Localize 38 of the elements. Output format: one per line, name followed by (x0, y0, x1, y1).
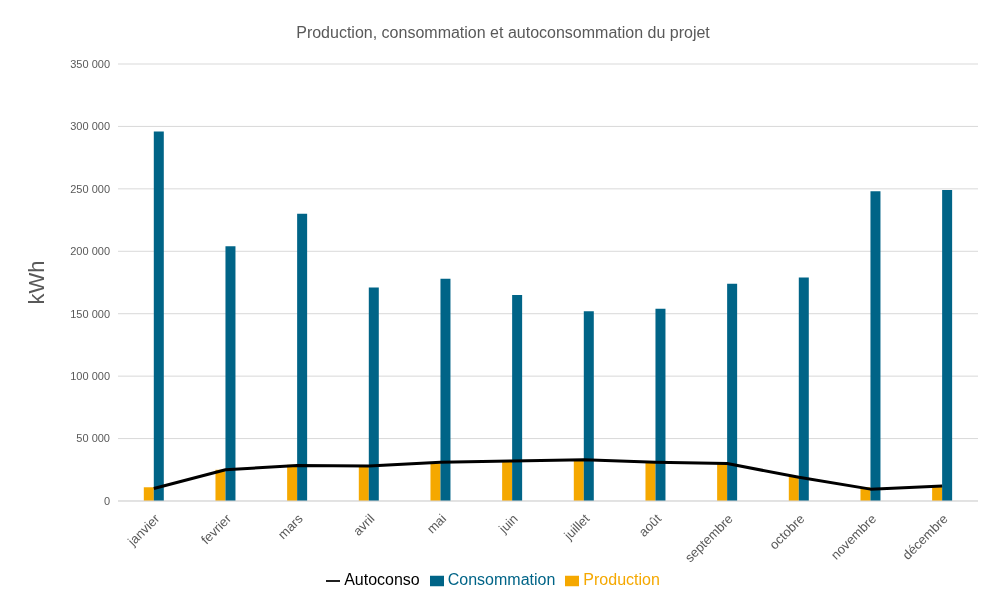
bar (583, 311, 594, 501)
bar (727, 283, 738, 501)
bar (645, 462, 656, 501)
x-tick-label: août (635, 510, 665, 540)
x-tick-label: juin (495, 511, 521, 537)
y-tick-label: 100 000 (70, 370, 110, 383)
y-tick-label: 200 000 (70, 245, 110, 258)
y-tick-label: 0 (103, 494, 110, 507)
legend-label: Autoconso (344, 571, 420, 588)
y-tick-label: 250 000 (70, 182, 110, 195)
bar (287, 464, 298, 501)
y-tick-label: 150 000 (70, 307, 110, 320)
bar (297, 213, 308, 501)
bar (655, 308, 666, 501)
bar (153, 131, 164, 501)
y-axis-title: kWh (23, 260, 49, 305)
bar (430, 463, 441, 501)
bar (368, 287, 379, 501)
bar (440, 278, 451, 501)
legend-label: Production (583, 571, 660, 588)
bar (502, 461, 513, 501)
chart-title: Production, consommation et autoconsommation du projet (295, 23, 711, 43)
line-series (152, 458, 944, 491)
x-tick-label: avril (350, 510, 378, 539)
bar (143, 487, 154, 501)
legend-label: Consommation (447, 571, 556, 588)
bar (573, 461, 584, 501)
x-tick-label: mai (423, 510, 450, 537)
bar (870, 191, 881, 501)
bar (358, 466, 369, 501)
y-tick-label: 350 000 (70, 57, 110, 70)
y-tick-label: 50 000 (76, 432, 110, 445)
bar (942, 190, 953, 501)
bar (717, 463, 728, 501)
y-tick-label: 300 000 (70, 120, 110, 133)
bar (798, 277, 809, 501)
bar (512, 294, 523, 501)
bar (225, 246, 236, 501)
